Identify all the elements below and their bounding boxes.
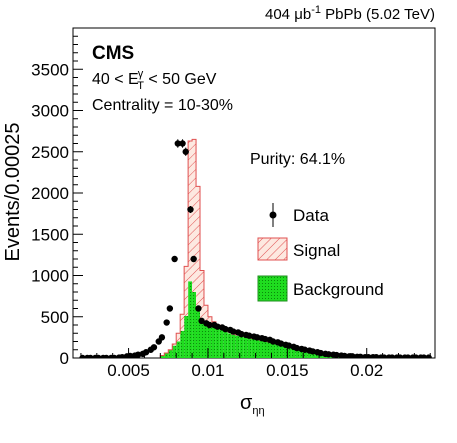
signal-bar	[200, 271, 204, 321]
background-bar	[204, 323, 208, 358]
data-point	[425, 354, 431, 360]
background-bar	[275, 344, 279, 358]
data-point	[187, 206, 193, 212]
data-point	[183, 149, 189, 155]
y-tick-label: 3500	[31, 60, 69, 79]
legend-background-swatch	[258, 276, 287, 301]
background-bar	[172, 346, 176, 358]
background-bar	[267, 342, 271, 358]
y-axis-title: Events/0.00025	[2, 123, 24, 262]
data-point	[163, 319, 169, 325]
background-bar	[228, 333, 232, 358]
background-bar	[192, 292, 196, 358]
data-point	[190, 256, 196, 262]
data-point	[159, 334, 165, 340]
background-bar	[164, 353, 168, 358]
cms-label: CMS	[92, 43, 134, 64]
y-tick-label: 3000	[31, 102, 69, 121]
background-bar	[260, 341, 264, 358]
background-bar	[232, 335, 236, 358]
legend-data-marker	[270, 212, 277, 219]
background-bar	[279, 345, 283, 358]
y-tick-label: 2000	[31, 184, 69, 203]
background-bar	[216, 328, 220, 358]
y-tick-label: 0	[60, 349, 69, 368]
background-bar	[248, 338, 252, 358]
x-tick-label: 0.02	[350, 361, 383, 380]
background-bar	[271, 343, 275, 358]
signal-bar	[176, 333, 180, 341]
background-bar	[184, 316, 188, 358]
signal-bar	[192, 139, 196, 292]
data-point	[179, 140, 185, 146]
y-tick-label: 2500	[31, 143, 69, 162]
background-bar	[196, 310, 200, 358]
signal-bar	[184, 266, 188, 316]
y-tick-label: 1500	[31, 225, 69, 244]
background-bar	[168, 350, 172, 358]
background-bar	[264, 342, 268, 359]
background-bar	[252, 339, 256, 358]
background-bar	[220, 330, 224, 358]
legend-item-signal: Signal	[258, 238, 340, 260]
background-bar	[240, 337, 244, 358]
background-bar	[200, 320, 204, 358]
background-bar	[236, 336, 240, 358]
background-bar	[256, 340, 260, 358]
centrality-label: Centrality = 10-30%	[92, 97, 233, 114]
data-point	[151, 344, 157, 350]
signal-bar	[196, 186, 200, 310]
legend-item-data: Data	[270, 203, 330, 227]
data-series	[79, 139, 432, 361]
luminosity-label: 404 μb-1 PbPb (5.02 TeV)	[265, 4, 435, 23]
signal-bar	[180, 314, 184, 331]
y-tick-label: 500	[41, 308, 69, 327]
x-tick-label: 0.005	[107, 361, 150, 380]
y-axis: 0 500 1000 1500 2000 2500 3000 3500	[31, 28, 83, 368]
background-bar	[188, 281, 192, 358]
legend-label-background: Background	[293, 280, 384, 299]
background-bar	[212, 327, 216, 358]
legend-label-data: Data	[293, 206, 329, 225]
legend-item-background: Background	[258, 276, 384, 301]
background-bar	[208, 325, 212, 358]
data-point	[167, 305, 173, 311]
background-bar	[224, 332, 228, 358]
background-bar	[244, 337, 248, 358]
data-point	[195, 305, 201, 311]
legend-label-signal: Signal	[293, 241, 340, 260]
purity-label: Purity: 64.1%	[250, 151, 345, 168]
data-point	[171, 256, 177, 262]
legend: Data Signal Background	[258, 203, 384, 301]
x-tick-label: 0.01	[191, 361, 224, 380]
x-tick-label: 0.015	[266, 361, 309, 380]
background-bar	[176, 342, 180, 359]
background-bar	[180, 331, 184, 358]
x-axis-title: σηη	[240, 392, 265, 417]
legend-signal-swatch	[258, 238, 287, 260]
y-tick-label: 1000	[31, 267, 69, 286]
